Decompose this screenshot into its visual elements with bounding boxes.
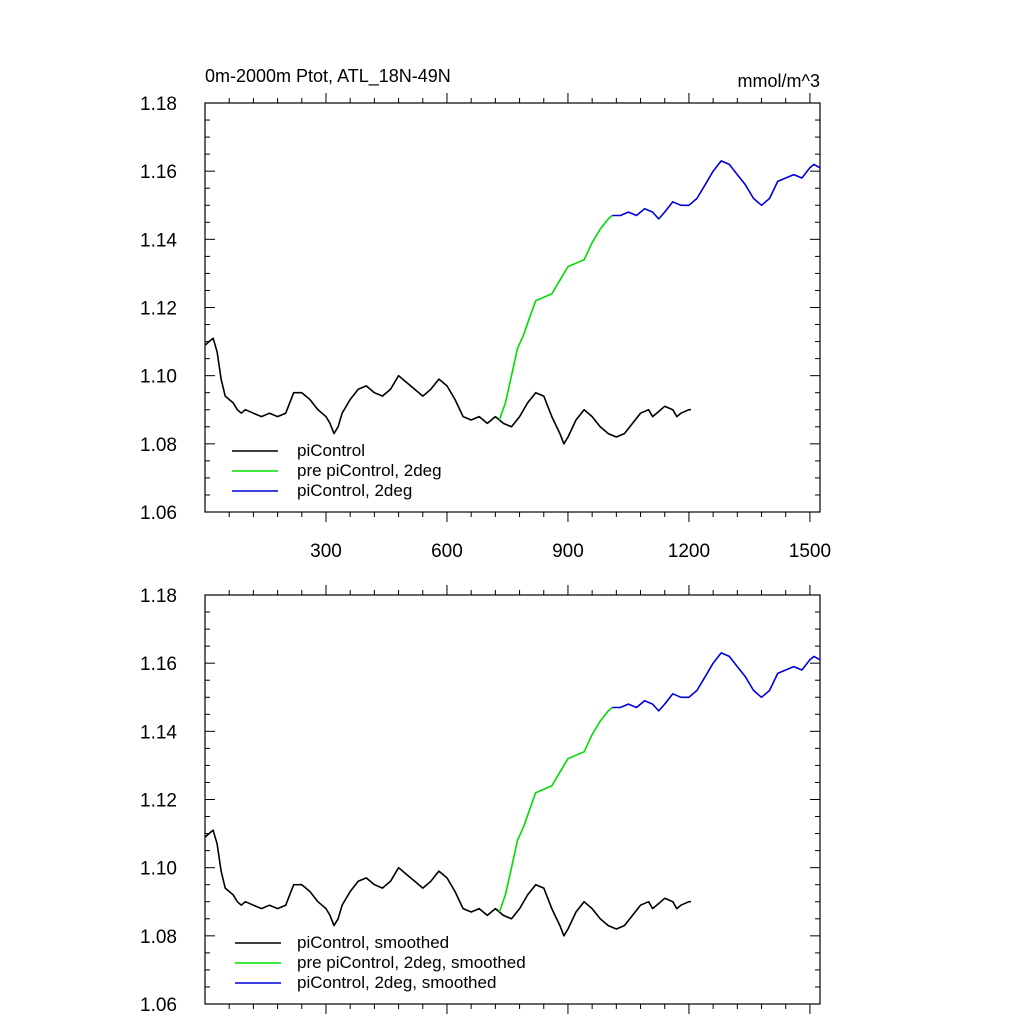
chart-title: 0m-2000m Ptot, ATL_18N-49N [205,66,451,87]
x-tick-label: 300 [310,541,342,562]
y-tick-label: 1.08 [140,435,177,456]
legend-label: piControl, 2deg, smoothed [297,973,496,992]
units-label: mmol/m^3 [738,71,820,91]
panel-bottom: 1.06 1.08 1.10 1.12 1.14 1.16 1.18 piControl, s… [140,585,821,1016]
legend-label: piControl [297,441,365,460]
y-tick-label: 1.08 [140,927,177,948]
x-tick-label: 600 [431,541,463,562]
series-line [612,652,821,712]
y-tick-label: 1.10 [140,859,177,880]
series-line [498,706,613,913]
y-tick-label: 1.12 [140,299,177,320]
y-tick-label: 1.06 [140,995,177,1016]
panel-top: 1.06 1.08 1.10 1.12 1.14 1.16 1.18 300 600 900 120… [140,93,831,562]
y-tick-label: 1.06 [140,503,177,524]
y-tick-label: 1.10 [140,367,177,388]
series-line [498,214,613,421]
y-tick-label: 1.18 [140,586,177,607]
y-tick-label: 1.18 [140,94,177,115]
x-tick-label: 1200 [668,541,710,562]
series-line [204,337,691,445]
y-tick-label: 1.16 [140,162,177,183]
x-tick-label: 900 [552,541,584,562]
legend-label: piControl, smoothed [297,933,449,952]
y-tick-label: 1.14 [140,722,177,743]
y-tick-label: 1.16 [140,654,177,675]
series-line [612,160,821,220]
y-tick-label: 1.12 [140,791,177,812]
legend-label: piControl, 2deg [297,481,412,500]
legend-label: pre piControl, 2deg, smoothed [297,953,526,972]
x-tick-label: 1500 [789,541,831,562]
series-line [204,829,691,937]
legend-label: pre piControl, 2deg [297,461,442,480]
y-tick-label: 1.14 [140,230,177,251]
